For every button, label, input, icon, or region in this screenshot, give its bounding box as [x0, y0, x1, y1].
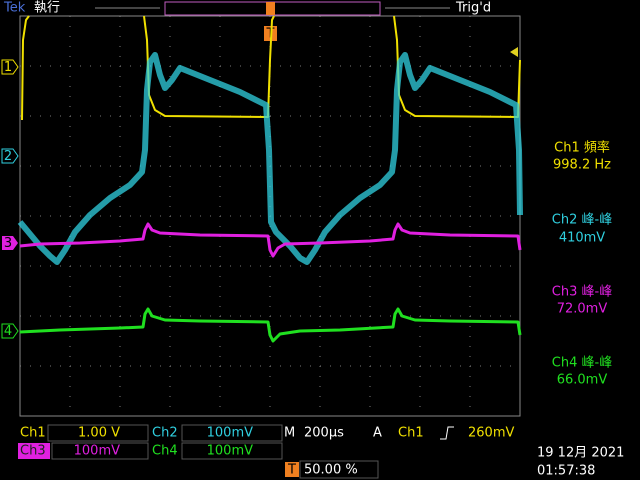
position-icon: T — [287, 463, 296, 478]
position-icon-box — [285, 462, 299, 477]
acq-state: 執行 — [34, 0, 60, 16]
readout-box — [299, 460, 379, 479]
timebase-value: 200µs — [304, 426, 344, 441]
ch1-trace — [21, 15, 30, 121]
ch1-scale: 1.00 V — [78, 426, 120, 441]
readout-box — [181, 424, 283, 442]
measurement-label: Ch1 頻率 — [554, 140, 610, 156]
ch4-name: Ch4 — [152, 444, 178, 459]
trigger-slope-icon — [440, 426, 454, 440]
ch2-marker — [1, 148, 19, 164]
ch2-trace — [17, 52, 523, 265]
measurement-value: 998.2 Hz — [553, 158, 611, 173]
brand: Tek — [3, 1, 26, 16]
trigger-status: Trig'd — [455, 1, 491, 16]
ch3-name: Ch3 — [20, 444, 46, 459]
measurement-value: 72.0mV — [557, 302, 608, 317]
ch4-marker — [1, 323, 19, 339]
trigger-mode: A — [373, 426, 382, 441]
trigger-level: 260mV — [468, 426, 514, 441]
readout-box — [47, 424, 149, 442]
readout-box — [51, 442, 149, 460]
ch2-marker-label: 2 — [4, 149, 12, 164]
measurement-value: 66.0mV — [557, 373, 608, 388]
ch4-marker-label: 4 — [4, 324, 12, 339]
position-value: 50.00 % — [304, 463, 358, 478]
ch3-trace — [19, 222, 522, 258]
ch1-marker-label: 1 — [4, 60, 12, 75]
ch4-trace — [19, 307, 522, 343]
date: 19 12月 2021 — [537, 446, 624, 461]
record-trigger — [266, 2, 275, 15]
graticule-border — [19, 15, 521, 417]
ch3-name-box — [18, 443, 50, 459]
ch3-marker-label: 3 — [4, 236, 12, 251]
timebase-prefix: M — [284, 426, 295, 441]
readout-box — [181, 442, 283, 460]
ch1-trace — [143, 15, 275, 118]
ch4-scale: 100mV — [207, 444, 253, 459]
ch3-scale: 100mV — [74, 444, 120, 459]
ch2-name: Ch2 — [152, 426, 178, 441]
ch1-name: Ch1 — [20, 426, 46, 441]
measurement-label: Ch4 峰-峰 — [552, 356, 612, 371]
trigger-source: Ch1 — [398, 426, 424, 441]
ch3-marker — [2, 236, 18, 250]
measurement-label: Ch3 峰-峰 — [552, 285, 612, 300]
ch1-marker — [1, 59, 19, 75]
measurement-value: 410mV — [559, 231, 605, 246]
trigger-level-marker — [510, 47, 518, 57]
time: 01:57:38 — [537, 464, 595, 479]
ch2-scale: 100mV — [207, 426, 253, 441]
trigger-marker-label: T — [266, 27, 275, 42]
measurement-label: Ch2 峰-峰 — [552, 213, 612, 228]
